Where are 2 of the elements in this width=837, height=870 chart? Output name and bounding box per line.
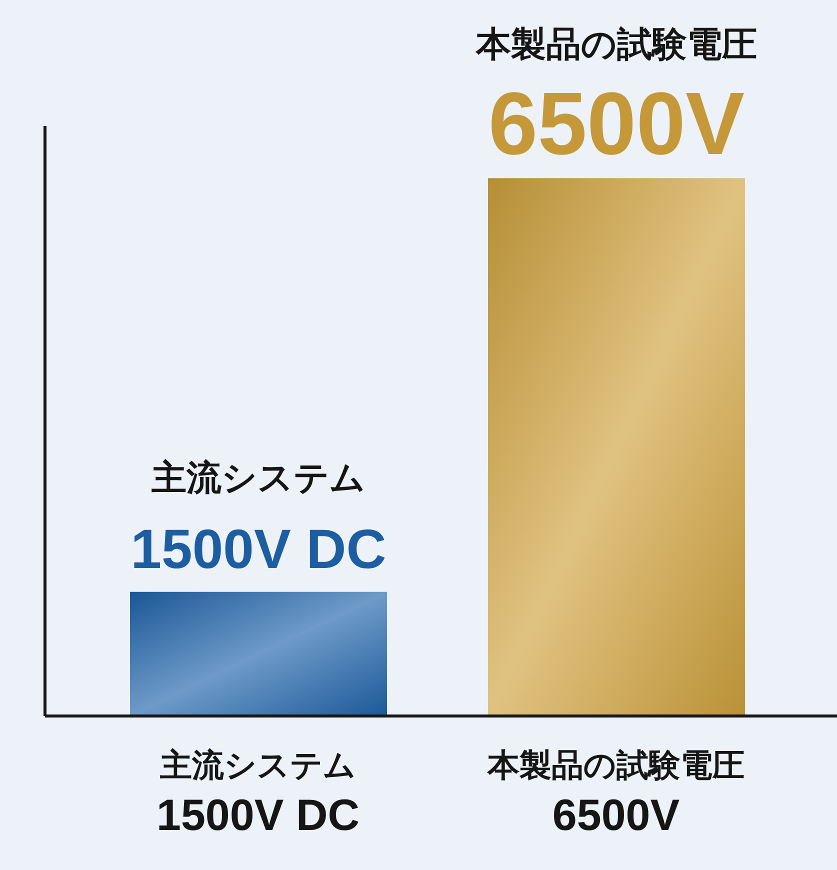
data-label: 主流システム 1500V DC xyxy=(130,458,386,580)
data-label: 本製品の試験電圧 6500V xyxy=(475,24,757,174)
